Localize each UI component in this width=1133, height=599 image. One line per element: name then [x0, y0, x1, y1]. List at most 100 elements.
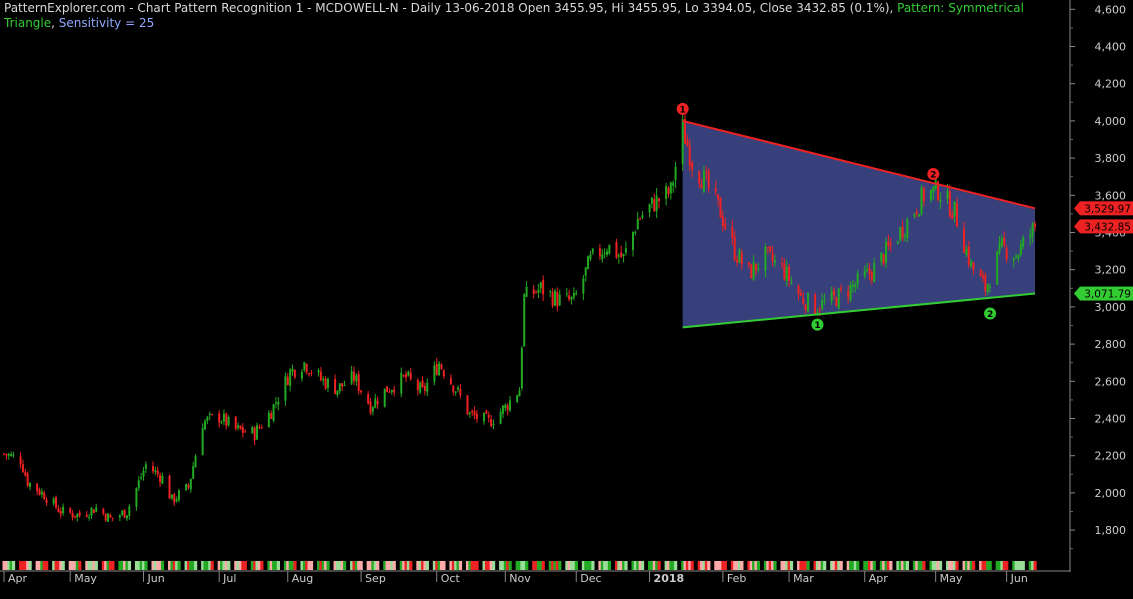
strength-strip-cell	[648, 561, 652, 570]
strength-strip-cell	[172, 561, 176, 570]
candle-body	[442, 370, 445, 377]
candle-body	[707, 170, 710, 188]
strength-strip-cell	[487, 561, 491, 570]
candle-body	[1012, 258, 1015, 261]
strength-strip-cell	[168, 561, 172, 570]
candle-body	[873, 263, 876, 283]
candle-body	[303, 362, 306, 370]
candle-body	[835, 297, 838, 307]
strength-strip-cell	[846, 561, 850, 570]
candle-body	[151, 466, 154, 472]
candle-body	[78, 512, 81, 516]
y-tick-label: 2,600	[1095, 375, 1127, 388]
candle-body	[274, 402, 277, 404]
y-tick-label: 2,400	[1095, 413, 1127, 426]
strength-strip-cell	[624, 561, 628, 570]
candle-body	[1003, 237, 1006, 246]
strength-strip-cell	[917, 561, 921, 570]
strength-strip-cell	[406, 561, 411, 570]
strength-strip-cell	[782, 561, 787, 570]
header-separator: ,	[889, 1, 898, 15]
candle-body	[641, 215, 644, 218]
strength-strip-cell	[1005, 561, 1009, 570]
candle-body	[40, 491, 43, 495]
lower-pivot-2-marker	[984, 307, 997, 320]
strength-strip-cell	[369, 561, 373, 570]
candle-body	[499, 412, 502, 424]
candle-body	[833, 290, 836, 296]
strength-strip-cell	[737, 561, 742, 570]
strength-strip-cell	[309, 561, 314, 570]
candle-body	[823, 300, 826, 302]
candle-body	[806, 292, 809, 312]
strength-strip-cell	[969, 561, 973, 570]
strength-strip-cell	[785, 561, 789, 570]
candle-body	[634, 232, 637, 234]
strength-strip-cell	[205, 561, 210, 570]
strength-strip-cell	[1016, 561, 1021, 570]
candle-body	[847, 291, 850, 298]
strength-strip-cell	[806, 561, 810, 570]
strength-strip-cell	[515, 561, 519, 570]
strength-strip-cell	[834, 561, 839, 570]
candle-body	[7, 454, 10, 456]
candle-body	[21, 464, 24, 473]
strength-strip-cell	[697, 561, 701, 570]
candle-body	[972, 262, 975, 270]
candle-body	[284, 375, 287, 401]
candle-body	[684, 119, 687, 144]
candle-body	[998, 242, 1001, 253]
strength-strip-cell	[508, 561, 512, 570]
strength-strip-cell	[603, 561, 607, 570]
strength-strip-cell	[979, 561, 983, 570]
strength-strip-cell	[451, 561, 455, 570]
strength-strip-cell	[283, 561, 288, 570]
strength-strip-cell	[68, 561, 72, 570]
candle-body	[989, 286, 992, 288]
strength-strip-cell	[260, 561, 264, 570]
strength-strip-cell	[456, 561, 460, 570]
strength-strip-cell	[652, 561, 656, 570]
x-tick-label: Jun	[147, 572, 165, 585]
strength-strip-cell	[865, 561, 869, 570]
candle-body	[208, 413, 211, 416]
candle-body	[341, 383, 344, 387]
price-tag-2	[1080, 219, 1133, 234]
strength-strip-cell	[234, 561, 238, 570]
strength-strip-cell	[439, 561, 444, 570]
candle-body	[996, 251, 999, 285]
strength-strip-cell	[293, 561, 297, 570]
candle-body	[3, 453, 5, 455]
candle-body	[979, 270, 982, 277]
x-tick-label: Dec	[580, 572, 601, 585]
strength-strip-cell	[586, 561, 590, 570]
candle-body	[468, 412, 471, 414]
candle-body	[62, 506, 65, 514]
candle-body	[532, 289, 535, 294]
strength-strip-cell	[853, 561, 857, 570]
strength-strip-cell	[501, 561, 505, 570]
candle-body	[159, 474, 162, 483]
candle-body	[452, 385, 455, 393]
candle-body	[981, 275, 984, 278]
candle-body	[702, 171, 705, 192]
strength-strip-cell	[896, 561, 900, 570]
strength-strip-cell	[567, 561, 571, 570]
strength-strip-cell	[354, 561, 359, 570]
candle-body	[790, 282, 793, 284]
strength-strip-cell	[867, 561, 872, 570]
strength-strip-cell	[437, 561, 441, 570]
candle-body	[615, 241, 618, 258]
candle-body	[648, 204, 651, 213]
strength-strip-cell	[373, 561, 377, 570]
candle-body	[319, 371, 322, 381]
strength-strip-cell	[879, 561, 883, 570]
y-tick-label: 3,000	[1095, 301, 1127, 314]
y-tick-label: 4,000	[1095, 115, 1127, 128]
candle-body	[814, 294, 817, 315]
strength-strip-cell	[106, 561, 110, 570]
candle-body	[52, 498, 55, 504]
strength-strip-cell	[224, 561, 228, 570]
strength-strip-cell	[598, 561, 602, 570]
candle-body	[516, 395, 519, 403]
